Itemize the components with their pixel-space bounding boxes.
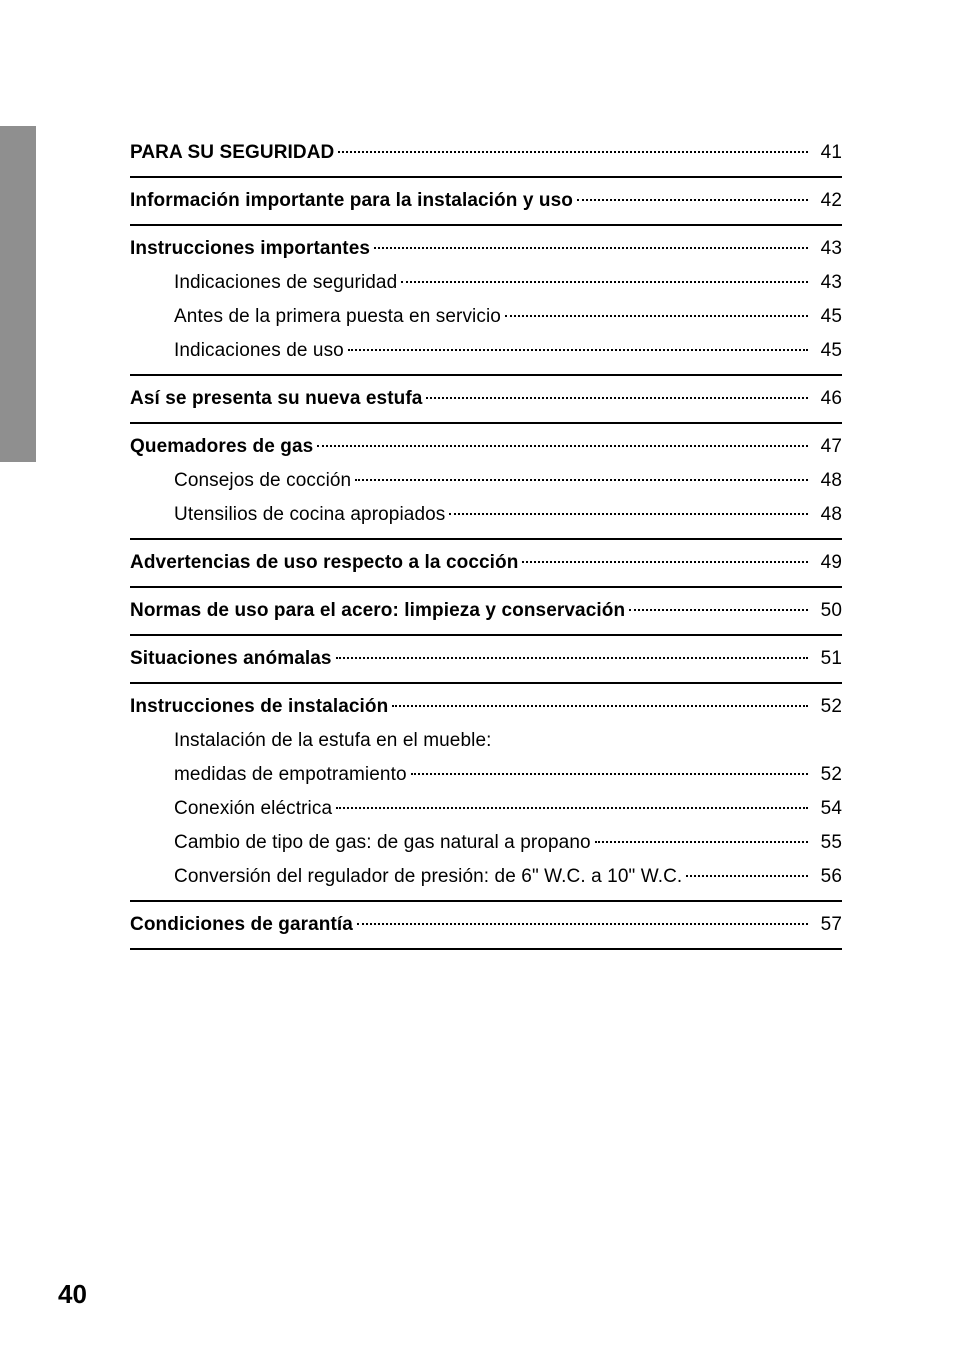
toc-leaders [336, 807, 808, 809]
toc-row: Indicaciones de uso 45 [130, 334, 842, 368]
toc-label: Conversión del regulador de presión: de … [174, 860, 682, 894]
toc-leaders [411, 773, 808, 775]
toc-label: Instalación de la estufa en el mueble: [174, 724, 492, 758]
toc-row: Utensilios de cocina apropiados 48 [130, 498, 842, 532]
toc-label: Normas de uso para el acero: limpieza y … [130, 594, 625, 628]
toc-leaders [355, 479, 808, 481]
toc-leaders [401, 281, 808, 283]
toc-page: 57 [812, 908, 842, 942]
toc-leaders [392, 705, 808, 707]
toc-label: Información importante para la instalaci… [130, 184, 573, 218]
toc-page: 45 [812, 334, 842, 368]
toc-row: Quemadores de gas 47 [130, 430, 842, 464]
side-tab [0, 126, 36, 462]
toc-page: 41 [812, 136, 842, 170]
toc-label: Quemadores de gas [130, 430, 313, 464]
toc-leaders [686, 875, 808, 877]
toc-row: Así se presenta su nueva estufa 46 [130, 382, 842, 416]
toc-label: Indicaciones de seguridad [174, 266, 397, 300]
toc-leaders [577, 199, 808, 201]
toc-row: Información importante para la instalaci… [130, 184, 842, 218]
page-number: 40 [58, 1279, 87, 1310]
toc-row: Instalación de la estufa en el mueble: [130, 724, 842, 758]
toc-page: 45 [812, 300, 842, 334]
toc-leaders [629, 609, 808, 611]
toc-label: Conexión eléctrica [174, 792, 332, 826]
toc-leaders [522, 561, 808, 563]
toc-leaders [348, 349, 808, 351]
page: PARA SU SEGURIDAD 41 Información important… [0, 0, 954, 1354]
toc-label: medidas de empotramiento [174, 758, 407, 792]
toc-label: Indicaciones de uso [174, 334, 344, 368]
toc-page: 43 [812, 232, 842, 266]
toc-page: 50 [812, 594, 842, 628]
toc-label: Utensilios de cocina apropiados [174, 498, 445, 532]
toc-page: 54 [812, 792, 842, 826]
toc-row: Indicaciones de seguridad 43 [130, 266, 842, 300]
toc-label: Situaciones anómalas [130, 642, 332, 676]
toc-page: 55 [812, 826, 842, 860]
table-of-contents: PARA SU SEGURIDAD 41 Información important… [130, 136, 842, 950]
toc-row: Normas de uso para el acero: limpieza y … [130, 594, 842, 628]
toc-label: Advertencias de uso respecto a la cocció… [130, 546, 518, 580]
toc-page: 52 [812, 690, 842, 724]
toc-label: Instrucciones de instalación [130, 690, 388, 724]
toc-page: 47 [812, 430, 842, 464]
toc-row: Instrucciones de instalación 52 [130, 690, 842, 724]
toc-page: 56 [812, 860, 842, 894]
toc-label: Instrucciones importantes [130, 232, 370, 266]
toc-leaders [357, 923, 808, 925]
toc-row: Cambio de tipo de gas: de gas natural a … [130, 826, 842, 860]
toc-leaders [595, 841, 808, 843]
toc-row: Antes de la primera puesta en servicio 45 [130, 300, 842, 334]
toc-leaders [449, 513, 808, 515]
toc-divider [130, 948, 842, 950]
toc-page: 49 [812, 546, 842, 580]
toc-row: Consejos de cocción 48 [130, 464, 842, 498]
toc-row: Advertencias de uso respecto a la cocció… [130, 546, 842, 580]
toc-row: Instrucciones importantes 43 [130, 232, 842, 266]
toc-page: 42 [812, 184, 842, 218]
toc-leaders [426, 397, 808, 399]
toc-page: 46 [812, 382, 842, 416]
toc-leaders [317, 445, 808, 447]
toc-label: Consejos de cocción [174, 464, 351, 498]
toc-page: 51 [812, 642, 842, 676]
toc-page: 52 [812, 758, 842, 792]
toc-row: Situaciones anómalas 51 [130, 642, 842, 676]
toc-leaders [374, 247, 808, 249]
toc-label: Condiciones de garantía [130, 908, 353, 942]
toc-page: 48 [812, 498, 842, 532]
toc-label: PARA SU SEGURIDAD [130, 136, 334, 170]
toc-row: PARA SU SEGURIDAD 41 [130, 136, 842, 170]
toc-label: Así se presenta su nueva estufa [130, 382, 422, 416]
toc-row: medidas de empotramiento 52 [130, 758, 842, 792]
toc-row: Conversión del regulador de presión: de … [130, 860, 842, 894]
toc-label: Cambio de tipo de gas: de gas natural a … [174, 826, 591, 860]
toc-page: 43 [812, 266, 842, 300]
toc-label: Antes de la primera puesta en servicio [174, 300, 501, 334]
toc-leaders [338, 151, 808, 153]
toc-page: 48 [812, 464, 842, 498]
toc-row: Conexión eléctrica 54 [130, 792, 842, 826]
toc-row: Condiciones de garantía 57 [130, 908, 842, 942]
toc-leaders [505, 315, 808, 317]
toc-leaders [336, 657, 808, 659]
